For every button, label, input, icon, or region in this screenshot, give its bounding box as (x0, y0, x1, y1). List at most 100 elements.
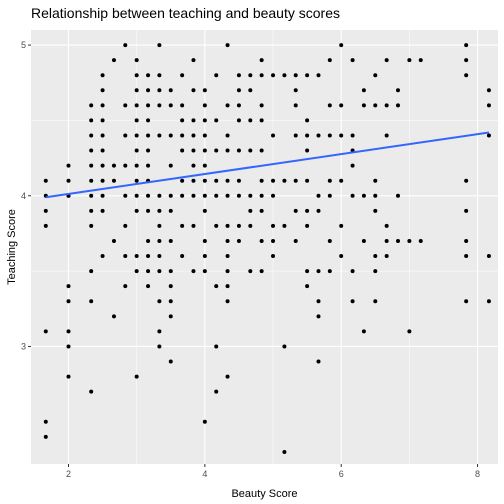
data-point (100, 208, 105, 213)
data-point (191, 133, 196, 138)
data-point (157, 103, 162, 108)
data-point (395, 88, 400, 93)
data-point (395, 193, 400, 198)
data-point (89, 389, 94, 394)
data-point (339, 178, 344, 183)
data-point (157, 88, 162, 93)
data-point (259, 238, 264, 243)
data-point (225, 223, 230, 228)
data-point (180, 254, 185, 259)
data-point (305, 73, 310, 78)
data-point (202, 208, 207, 213)
data-point (339, 133, 344, 138)
data-point (180, 103, 185, 108)
data-point (214, 389, 219, 394)
x-tick-label: 6 (339, 469, 344, 479)
data-point (486, 103, 491, 108)
data-point (89, 208, 94, 213)
data-point (100, 193, 105, 198)
data-point (271, 73, 276, 78)
data-point (282, 73, 287, 78)
data-point (395, 103, 400, 108)
data-point (248, 193, 253, 198)
data-point (259, 269, 264, 274)
data-point (202, 88, 207, 93)
data-point (157, 133, 162, 138)
data-point (350, 193, 355, 198)
data-point (66, 374, 71, 379)
data-point (66, 299, 71, 304)
data-point (191, 178, 196, 183)
data-point (191, 88, 196, 93)
data-point (316, 208, 321, 213)
data-point (123, 193, 128, 198)
data-point (225, 284, 230, 289)
data-point (271, 238, 276, 243)
data-point (259, 178, 264, 183)
data-point (248, 223, 253, 228)
data-point (259, 208, 264, 213)
data-point (225, 193, 230, 198)
data-point (100, 133, 105, 138)
data-point (384, 133, 389, 138)
data-point (293, 133, 298, 138)
data-point (225, 43, 230, 48)
data-point (373, 73, 378, 78)
data-point (168, 299, 173, 304)
data-point (361, 329, 366, 334)
data-point (157, 43, 162, 48)
data-point (214, 223, 219, 228)
data-point (350, 133, 355, 138)
data-point (214, 118, 219, 123)
data-point (100, 73, 105, 78)
data-point (66, 284, 71, 289)
data-point (225, 178, 230, 183)
data-point (225, 374, 230, 379)
data-point (123, 163, 128, 168)
x-tick-label: 8 (475, 469, 480, 479)
data-point (259, 103, 264, 108)
data-point (236, 148, 241, 153)
data-point (271, 254, 276, 259)
data-point (180, 178, 185, 183)
data-point (111, 58, 116, 63)
data-point (486, 88, 491, 93)
data-point (282, 344, 287, 349)
y-axis: 3 4 5 (21, 40, 31, 351)
data-point (191, 58, 196, 63)
data-point (293, 88, 298, 93)
data-point (100, 178, 105, 183)
data-point (134, 58, 139, 63)
data-point (202, 133, 207, 138)
data-point (464, 73, 469, 78)
data-point (146, 133, 151, 138)
data-point (191, 163, 196, 168)
data-point (236, 73, 241, 78)
data-point (464, 58, 469, 63)
data-point (66, 329, 71, 334)
data-point (316, 269, 321, 274)
data-point (236, 103, 241, 108)
data-point (293, 208, 298, 213)
data-point (236, 238, 241, 243)
data-point (180, 73, 185, 78)
data-point (100, 163, 105, 168)
data-point (339, 43, 344, 48)
data-point (248, 208, 253, 213)
data-point (180, 193, 185, 198)
data-point (248, 118, 253, 123)
data-point (100, 88, 105, 93)
data-point (248, 73, 253, 78)
data-point (214, 284, 219, 289)
x-tick-label: 4 (202, 469, 207, 479)
data-point (89, 103, 94, 108)
data-point (89, 193, 94, 198)
data-point (134, 269, 139, 274)
data-point (225, 103, 230, 108)
data-point (111, 163, 116, 168)
data-point (236, 193, 241, 198)
data-point (134, 88, 139, 93)
data-point (305, 133, 310, 138)
data-point (157, 223, 162, 228)
chart-title: Relationship between teaching and beauty… (31, 5, 340, 21)
